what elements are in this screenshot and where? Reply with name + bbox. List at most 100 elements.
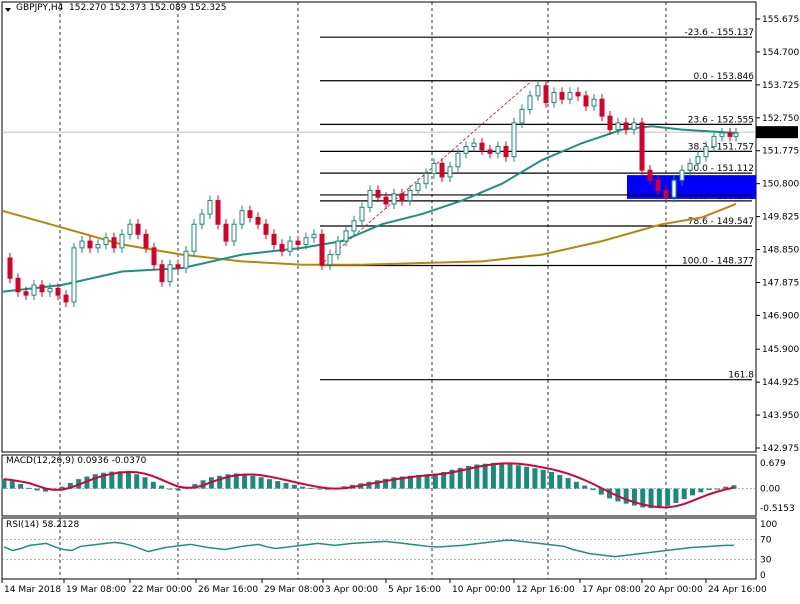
macd-histogram-bar (242, 474, 248, 489)
candle-body (327, 254, 333, 266)
price-tick-label: 148.850 (762, 246, 799, 256)
ma-slow-line (1, 203, 737, 266)
price-tick-label: 150.800 (762, 180, 799, 190)
candle-body (615, 122, 621, 131)
macd-histogram-bar (67, 482, 73, 489)
candle-body (655, 179, 661, 191)
candle-body (287, 240, 293, 252)
macd-histogram-bar (532, 468, 538, 489)
candle-body (47, 287, 53, 293)
candle-body (111, 237, 117, 249)
macd-histogram-bar (416, 475, 422, 489)
candle-body (271, 233, 277, 245)
time-tick-label: 24 Apr 16:00 (708, 585, 767, 595)
macd-histogram-bar (573, 481, 579, 489)
candle-body (575, 91, 581, 97)
candle-body (567, 91, 573, 100)
candle-body (447, 166, 453, 178)
candle-body (463, 146, 469, 154)
macd-histogram-bar (507, 463, 513, 489)
macd-histogram-bar (192, 484, 198, 489)
candle-body (15, 277, 21, 293)
price-tick-label: 153.725 (762, 81, 799, 91)
candle-body (359, 206, 365, 222)
time-tick-label: 22 Mar 00:00 (132, 585, 192, 595)
macd-histogram-bar (681, 488, 687, 500)
macd-histogram-bar (714, 488, 720, 490)
macd-histogram-bar (167, 488, 173, 490)
macd-histogram-bar (26, 487, 32, 489)
macd-histogram-bar (441, 472, 447, 489)
candle-body (527, 95, 533, 110)
candle-body (127, 223, 133, 235)
candle-body (591, 98, 597, 107)
macd-histogram-bar (490, 462, 496, 489)
fib-level-label: 23.6 - 152.555 (688, 115, 754, 125)
candle-body (647, 169, 653, 181)
macd-histogram-bar (250, 475, 256, 489)
macd-histogram-bar (308, 487, 314, 489)
macd-histogram-bar (150, 481, 156, 489)
time-tick-label: 26 Mar 16:00 (198, 585, 258, 595)
candle-body (303, 237, 309, 245)
ohlc-text: 152.270 152.373 152.089 152.325 (69, 3, 227, 13)
candle-body (103, 237, 109, 245)
price-tick-label: 149.825 (762, 213, 799, 223)
symbol-text: GBPJPY,H4 (16, 3, 64, 13)
rsi-line (3, 539, 734, 558)
candle-body (63, 294, 69, 303)
price-tick-label: 147.875 (762, 278, 799, 288)
candle-body (431, 162, 437, 175)
candle-body (719, 132, 725, 137)
macd-histogram-bar (275, 481, 281, 489)
macd-histogram-bar (623, 488, 629, 504)
candle-body (231, 223, 237, 242)
price-tick-label: 155.675 (762, 15, 799, 25)
macd-histogram-bar (540, 469, 546, 489)
macd-histogram-bar (690, 488, 696, 496)
candle-body (543, 85, 549, 104)
time-tick-label: 3 Apr 00:00 (325, 585, 378, 595)
candle-body (623, 122, 629, 131)
candle-body (495, 146, 501, 154)
candle-body (55, 287, 61, 296)
candle-body (151, 247, 157, 266)
candle-body (239, 210, 245, 225)
macd-histogram-bar (565, 478, 571, 489)
candle-body (391, 193, 397, 205)
candle-body (159, 264, 165, 283)
macd-signal-line (3, 462, 735, 509)
macd-histogram-bar (175, 488, 181, 491)
candle-body (119, 233, 125, 249)
time-tick-label: 5 Apr 16:00 (388, 585, 441, 595)
macd-histogram-bar (432, 473, 438, 489)
macd-histogram-bar (449, 469, 455, 489)
macd-histogram-bar (59, 486, 65, 489)
macd-histogram-bar (142, 477, 148, 489)
candle-body (679, 169, 685, 181)
macd-histogram-bar (499, 462, 505, 489)
chart-menu-triangle-icon (5, 8, 11, 12)
macd-histogram-bar (648, 488, 654, 509)
macd-histogram-bar (582, 485, 588, 489)
candle-body (607, 115, 613, 131)
macd-axis-label: -0.5153 (760, 504, 795, 514)
macd-histogram-bar (457, 467, 463, 489)
macd-histogram-bar (134, 474, 140, 489)
candle-body (415, 183, 421, 191)
candle-body (135, 223, 141, 235)
fib-level-label: 50.0 - 151.112 (688, 164, 754, 174)
macd-histogram-bar (607, 488, 613, 499)
macd-axis-label: 0.679 (760, 459, 786, 469)
macd-histogram-bar (407, 475, 413, 489)
macd-histogram-bar (117, 471, 123, 489)
candle-body (407, 189, 413, 202)
macd-histogram-bar (665, 488, 671, 506)
candle-body (79, 240, 85, 249)
macd-histogram-bar (316, 488, 322, 490)
macd-histogram-bar (42, 488, 48, 492)
price-tick-label: 151.775 (762, 147, 799, 157)
fib-level-label: 0.0 - 153.846 (694, 72, 755, 82)
macd-histogram-bar (466, 465, 472, 489)
macd-axis-label: 0.00 (760, 485, 780, 495)
